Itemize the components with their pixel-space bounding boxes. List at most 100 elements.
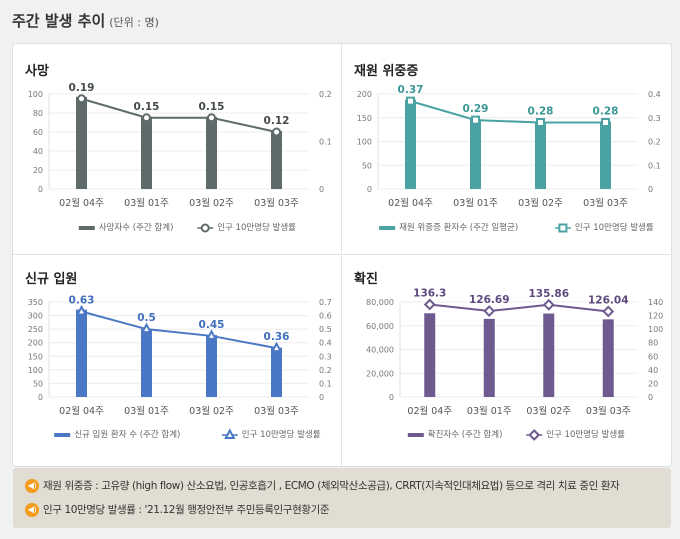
y-tick-label: 150: [28, 352, 43, 361]
y2-tick-label: 120: [648, 312, 663, 321]
chart-title: 재원 위중증: [354, 64, 419, 79]
line-point: [423, 298, 436, 311]
bar: [602, 319, 614, 397]
y2-tick-label: 0: [319, 185, 324, 194]
footnote: ◀) 재원 위중증 : 고유량 (high flow) 산소요법, 인공호흡기 ,…: [25, 478, 620, 493]
y2-tick-label: 0.2: [648, 138, 661, 147]
y-tick-label: 80: [33, 109, 43, 118]
legend-bar-label: 신규 입원 환자 수 (주간 합계): [74, 429, 180, 440]
legend-line-label: 인구 10만명당 발생률: [242, 429, 321, 440]
y-tick-label: 200: [357, 90, 372, 99]
legend-bar-swatch: [78, 226, 95, 230]
y-tick-label: 300: [28, 312, 43, 321]
legend-bar-swatch: [407, 433, 424, 437]
y-tick-label: 40: [33, 147, 43, 156]
line-point: [601, 118, 610, 127]
chart-confirmed: 확진 0 20,000 40,000 60,000 80,000 0 20 40 60 80 100 1…: [342, 256, 670, 466]
data-label: 0.45: [199, 319, 225, 331]
x-tick-label: 03월 03주: [583, 197, 628, 209]
data-label: 126.04: [588, 294, 629, 306]
y2-tick-label: 0.7: [319, 298, 332, 307]
y-tick-label: 350: [28, 298, 43, 307]
chart-svg: 0 20 40 60 80 100 0 0.1 0.2 02월 04주 03월 01주 03월 02주…: [28, 82, 332, 233]
y2-tick-label: 0.3: [319, 352, 332, 361]
chart-title: 신규 입원: [25, 272, 78, 287]
chart-critical: 재원 위중증 0 50 100 150 200 0 0.1 0.2 0.3 0.4 02월 04주 03…: [342, 44, 670, 255]
data-label: 0.19: [69, 82, 95, 94]
data-label: 0.29: [463, 103, 489, 115]
page-title: 주간 발생 추이 (단위 : 명): [12, 10, 159, 31]
y2-tick-label: 0.5: [319, 325, 332, 334]
speaker-icon: ◀): [25, 502, 39, 517]
y-tick-label: 20,000: [366, 369, 394, 378]
data-label: 0.12: [264, 115, 290, 127]
y-tick-label: 0: [367, 185, 372, 194]
legend-bar-label: 확진자수 (주간 합계): [428, 429, 503, 440]
y-tick-label: 200: [28, 339, 43, 348]
data-label: 135.86: [528, 288, 569, 300]
legend-bar-label: 재원 위중증 환자수 (주간 일평균): [399, 222, 518, 233]
bar: [600, 121, 611, 189]
y-tick-label: 50: [33, 379, 43, 388]
footnote-text: 인구 10만명당 발생률 : '21.12월 행정안전부 주민등록인구현황기준: [43, 504, 330, 516]
legend-line-label: 인구 10만명당 발생률: [546, 429, 625, 440]
x-tick-label: 03월 03주: [254, 197, 299, 209]
legend-bar-label: 사망자수 (주간 합계): [99, 222, 174, 233]
x-tick-label: 03월 02주: [518, 197, 563, 209]
line-point: [270, 341, 283, 353]
speaker-icon: ◀): [25, 478, 39, 493]
data-label: 0.5: [137, 312, 156, 324]
data-label: 0.37: [398, 84, 424, 96]
y-tick-label: 60: [33, 128, 43, 137]
line-point: [142, 113, 151, 123]
bar: [271, 131, 282, 189]
line-point: [542, 298, 555, 311]
bar: [76, 309, 87, 397]
bar: [483, 318, 495, 397]
data-label: 0.28: [528, 106, 554, 118]
bar: [405, 99, 416, 189]
line-point: [75, 304, 88, 316]
y2-tick-label: 100: [648, 325, 663, 334]
y2-tick-label: 0.1: [648, 161, 661, 170]
y-tick-label: 40,000: [366, 346, 394, 355]
line-point: [207, 113, 216, 123]
y-tick-label: 20: [33, 166, 43, 175]
title-text: 주간 발생 추이: [12, 12, 106, 30]
y-tick-label: 0: [38, 185, 43, 194]
charts-container: 사망 0 20 40 60 80 100 0 0.1 0.2 02월 04주 03월 01주 03월 0…: [12, 43, 672, 467]
x-tick-label: 03월 01주: [124, 405, 169, 417]
chart-title: 확진: [354, 272, 378, 287]
x-tick-label: 03월 02주: [189, 405, 234, 417]
y2-tick-label: 0: [648, 393, 653, 402]
data-label: 136.3: [413, 288, 446, 300]
y2-tick-label: 80: [648, 339, 658, 348]
x-tick-label: 03월 02주: [189, 197, 234, 209]
data-label: 0.36: [264, 331, 290, 343]
data-label: 0.15: [134, 101, 160, 113]
chart-admission: 신규 입원 0 50 100 150 200 250 300 350 0 0.1 0.2 0.3 0.4 0…: [13, 256, 342, 466]
line-point: [140, 322, 153, 334]
line-point: [205, 329, 218, 340]
y2-tick-label: 0.3: [648, 114, 661, 123]
line-series: [81, 310, 277, 350]
y2-tick-label: 0.2: [319, 366, 332, 375]
x-tick-label: 03월 03주: [586, 405, 631, 417]
line-series: [429, 303, 609, 313]
legend-line-label: 인구 10만명당 발생률: [217, 222, 296, 233]
legend-marker: [528, 429, 541, 441]
bar: [470, 119, 481, 189]
chart-svg: 0 50 100 150 200 250 300 350 0 0.1 0.2 0.3 0.4 0.5 0.6…: [28, 295, 332, 441]
x-tick-label: 03월 01주: [467, 405, 512, 417]
data-label: 0.15: [199, 101, 225, 113]
bar: [543, 313, 555, 397]
bar: [424, 313, 436, 397]
line-point: [77, 94, 86, 104]
y-tick-label: 250: [28, 325, 43, 334]
legend-marker: [224, 428, 236, 439]
y-tick-label: 60,000: [366, 322, 394, 331]
bar: [535, 121, 546, 189]
legend-marker: [558, 223, 568, 233]
y2-tick-label: 140: [648, 298, 663, 307]
footnote: ◀) 인구 10만명당 발생률 : '21.12월 행정안전부 주민등록인구현황기…: [25, 502, 330, 517]
